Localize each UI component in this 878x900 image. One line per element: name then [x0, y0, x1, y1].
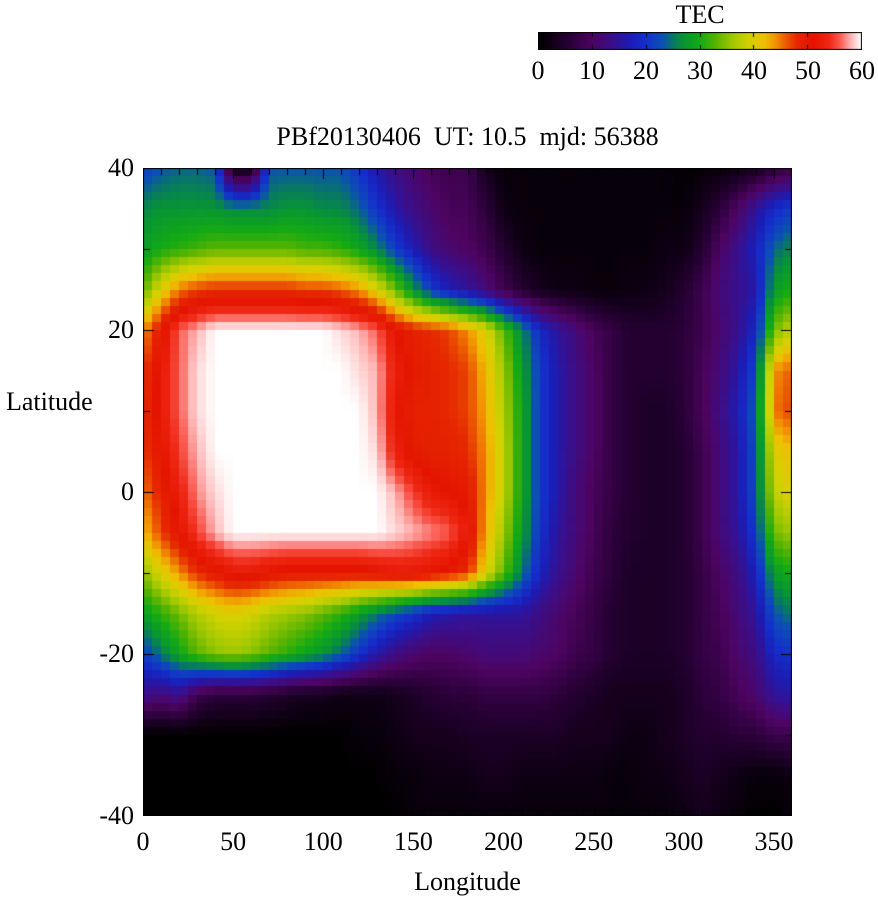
colorbar-gradient — [538, 32, 862, 50]
y-tick-label: 40 — [108, 153, 134, 182]
x-tick-label: 250 — [574, 827, 614, 856]
colorbar-tick-label: 60 — [849, 56, 875, 85]
colorbar-tick-label: 0 — [531, 56, 545, 85]
colorbar-title: TEC — [675, 0, 725, 29]
colorbar-tick-label: 20 — [633, 56, 659, 85]
x-tick-label: 350 — [754, 827, 794, 856]
x-tick-label: 100 — [303, 827, 343, 856]
y-tick-label: 0 — [121, 477, 134, 506]
colorbar-tick-label: 30 — [687, 56, 713, 85]
x-axis-label: Longitude — [414, 867, 521, 896]
x-tick-label: 150 — [393, 827, 433, 856]
x-tick-label: 0 — [136, 827, 150, 856]
colorbar-tick-label: 50 — [795, 56, 821, 85]
plot-title: PBf20130406 UT: 10.5 mjd: 56388 — [276, 122, 659, 151]
y-tick-label: -40 — [99, 801, 134, 830]
colorbar-tick-label: 40 — [741, 56, 767, 85]
y-tick-label: 20 — [108, 315, 134, 344]
tec-heatmap-canvas — [143, 168, 792, 816]
x-tick-label: 200 — [484, 827, 524, 856]
y-tick-label: -20 — [99, 639, 134, 668]
x-tick-label: 50 — [220, 827, 247, 856]
colorbar-tick-label: 10 — [579, 56, 605, 85]
y-axis-label: Latitude — [6, 387, 93, 416]
x-tick-label: 300 — [664, 827, 704, 856]
